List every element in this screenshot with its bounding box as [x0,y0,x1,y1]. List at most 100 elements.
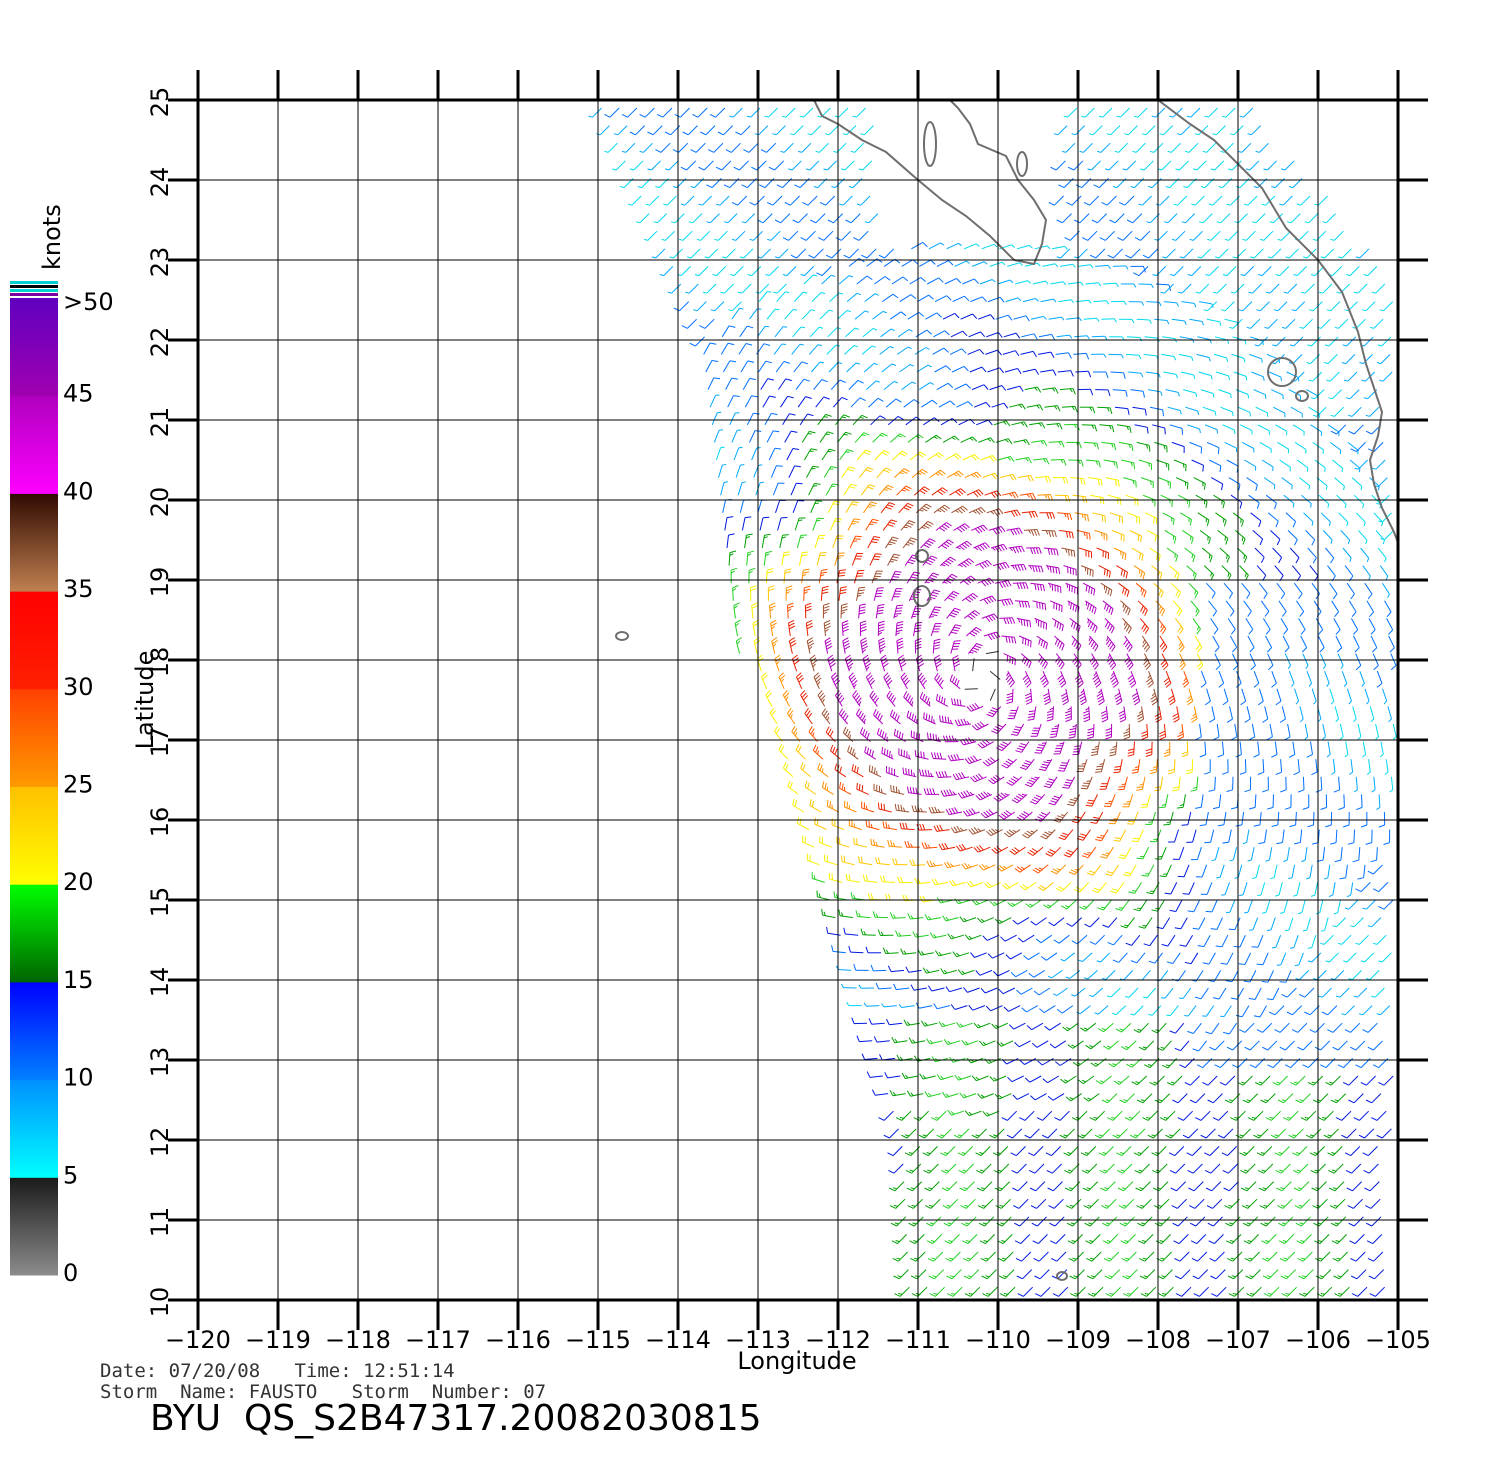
wind-barb [849,248,859,259]
wind-barb-feather [907,502,914,507]
wind-barb-feather [1062,786,1069,789]
wind-barb-feather [840,710,845,717]
wind-barb [1191,266,1202,276]
wind-barb-feather [859,397,866,402]
wind-barb-feather [1084,567,1087,572]
wind-barb-feather [900,672,906,678]
wind-barb-feather [896,604,904,607]
wind-barb-feather [852,115,857,118]
wind-barb-feather [1023,421,1028,428]
wind-barb-feather [803,291,808,294]
wind-barb-feather [872,328,877,331]
wind-barb-feather [985,810,992,816]
wind-barb-feather [998,745,1005,750]
wind-barb-feather [852,520,860,523]
wind-barb-feather [774,447,782,450]
wind-barb-feather [990,709,997,713]
wind-barb-feather [1094,645,1099,652]
wind-barb-feather [972,775,978,782]
wind-barb-feather [883,662,889,668]
wind-barb-feather [1121,587,1125,594]
wind-barb-feather [964,542,970,548]
wind-barb-feather [1051,797,1059,801]
wind-barb-feather [1177,733,1184,738]
wind-barb [845,501,853,514]
wind-barb-feather [764,533,771,536]
wind-barb [950,330,963,338]
wind-barb [1257,424,1270,432]
wind-barb-feather [1074,406,1078,413]
wind-barb [1051,969,1063,979]
wind-barb-feather [1212,610,1218,617]
wind-barb-feather [1345,397,1351,400]
wind-barb-feather [1114,692,1121,697]
wind-barb-feather [679,238,684,241]
wind-barb-feather [919,674,924,681]
wind-barb-feather [1103,568,1106,576]
wind-barb-feather [1115,908,1122,911]
wind-barb-feather [909,786,912,794]
wind-barb [1141,635,1151,648]
wind-barb [1382,688,1388,702]
wind-barb-feather [1186,115,1191,118]
wind-barb-feather [1047,975,1052,979]
wind-barb [887,554,895,566]
wind-barb-feather [1251,221,1257,224]
wind-barb-feather [781,343,787,345]
wind-barb-feather [1038,547,1042,554]
wind-barb-feather [1067,707,1072,711]
wind-barb-feather [1059,680,1065,686]
wind-barb [1163,371,1177,375]
wind-barb-feather [1108,822,1116,825]
wind-barb-feather [807,712,813,719]
wind-barb [954,260,967,267]
wind-barb [814,823,827,831]
wind-barb [985,811,998,819]
wind-barb-feather [1074,219,1081,224]
wind-barb [1080,565,1094,571]
wind-barb [786,266,797,276]
wind-barb-feather [1091,606,1095,613]
wind-barb-feather [1138,710,1143,714]
wind-barb-feather [913,715,917,722]
wind-barb-feather [1108,800,1113,803]
wind-barb-feather [1083,718,1090,723]
wind-barb-feather [1307,947,1312,949]
wind-barb [1177,195,1188,206]
wind-barb-feather [1164,892,1171,895]
wind-barb-feather [1007,758,1014,763]
wind-barb-feather [853,237,860,241]
wind-barb [1325,547,1335,559]
wind-barb-feather [1193,574,1197,581]
wind-barb-feather [1140,605,1144,612]
wind-barb-feather [1206,519,1210,527]
wind-barb-feather [1029,493,1034,500]
wind-barb [1087,846,1097,858]
wind-barb-feather [1163,221,1169,224]
wind-barb-feather [1123,874,1130,877]
wind-barb-feather [1044,494,1048,499]
wind-barb [1228,829,1232,843]
wind-barb-feather [1050,800,1057,804]
wind-barb-feather [776,465,783,467]
wind-barb [1082,952,1093,962]
wind-barb [1199,301,1212,305]
wind-barb-feather [901,489,906,492]
wind-barb [1030,315,1044,320]
wind-barb-feather [893,380,898,384]
wind-barb [1085,600,1097,609]
wind-barb [1362,741,1367,755]
wind-barb-feather [1132,480,1135,485]
wind-barb [1309,864,1313,878]
wind-barb [1047,582,1061,588]
wind-barb [863,363,875,373]
wind-barb-feather [1251,946,1259,948]
wind-barb-feather [999,582,1004,588]
wind-barb-feather [1045,643,1048,650]
wind-barb-feather [821,908,823,916]
wind-barb-feather [983,261,988,265]
wind-barb-feather [822,585,829,589]
wind-barb [1199,723,1202,737]
wind-barb-feather [1112,745,1117,749]
wind-barb-feather [1056,868,1061,871]
